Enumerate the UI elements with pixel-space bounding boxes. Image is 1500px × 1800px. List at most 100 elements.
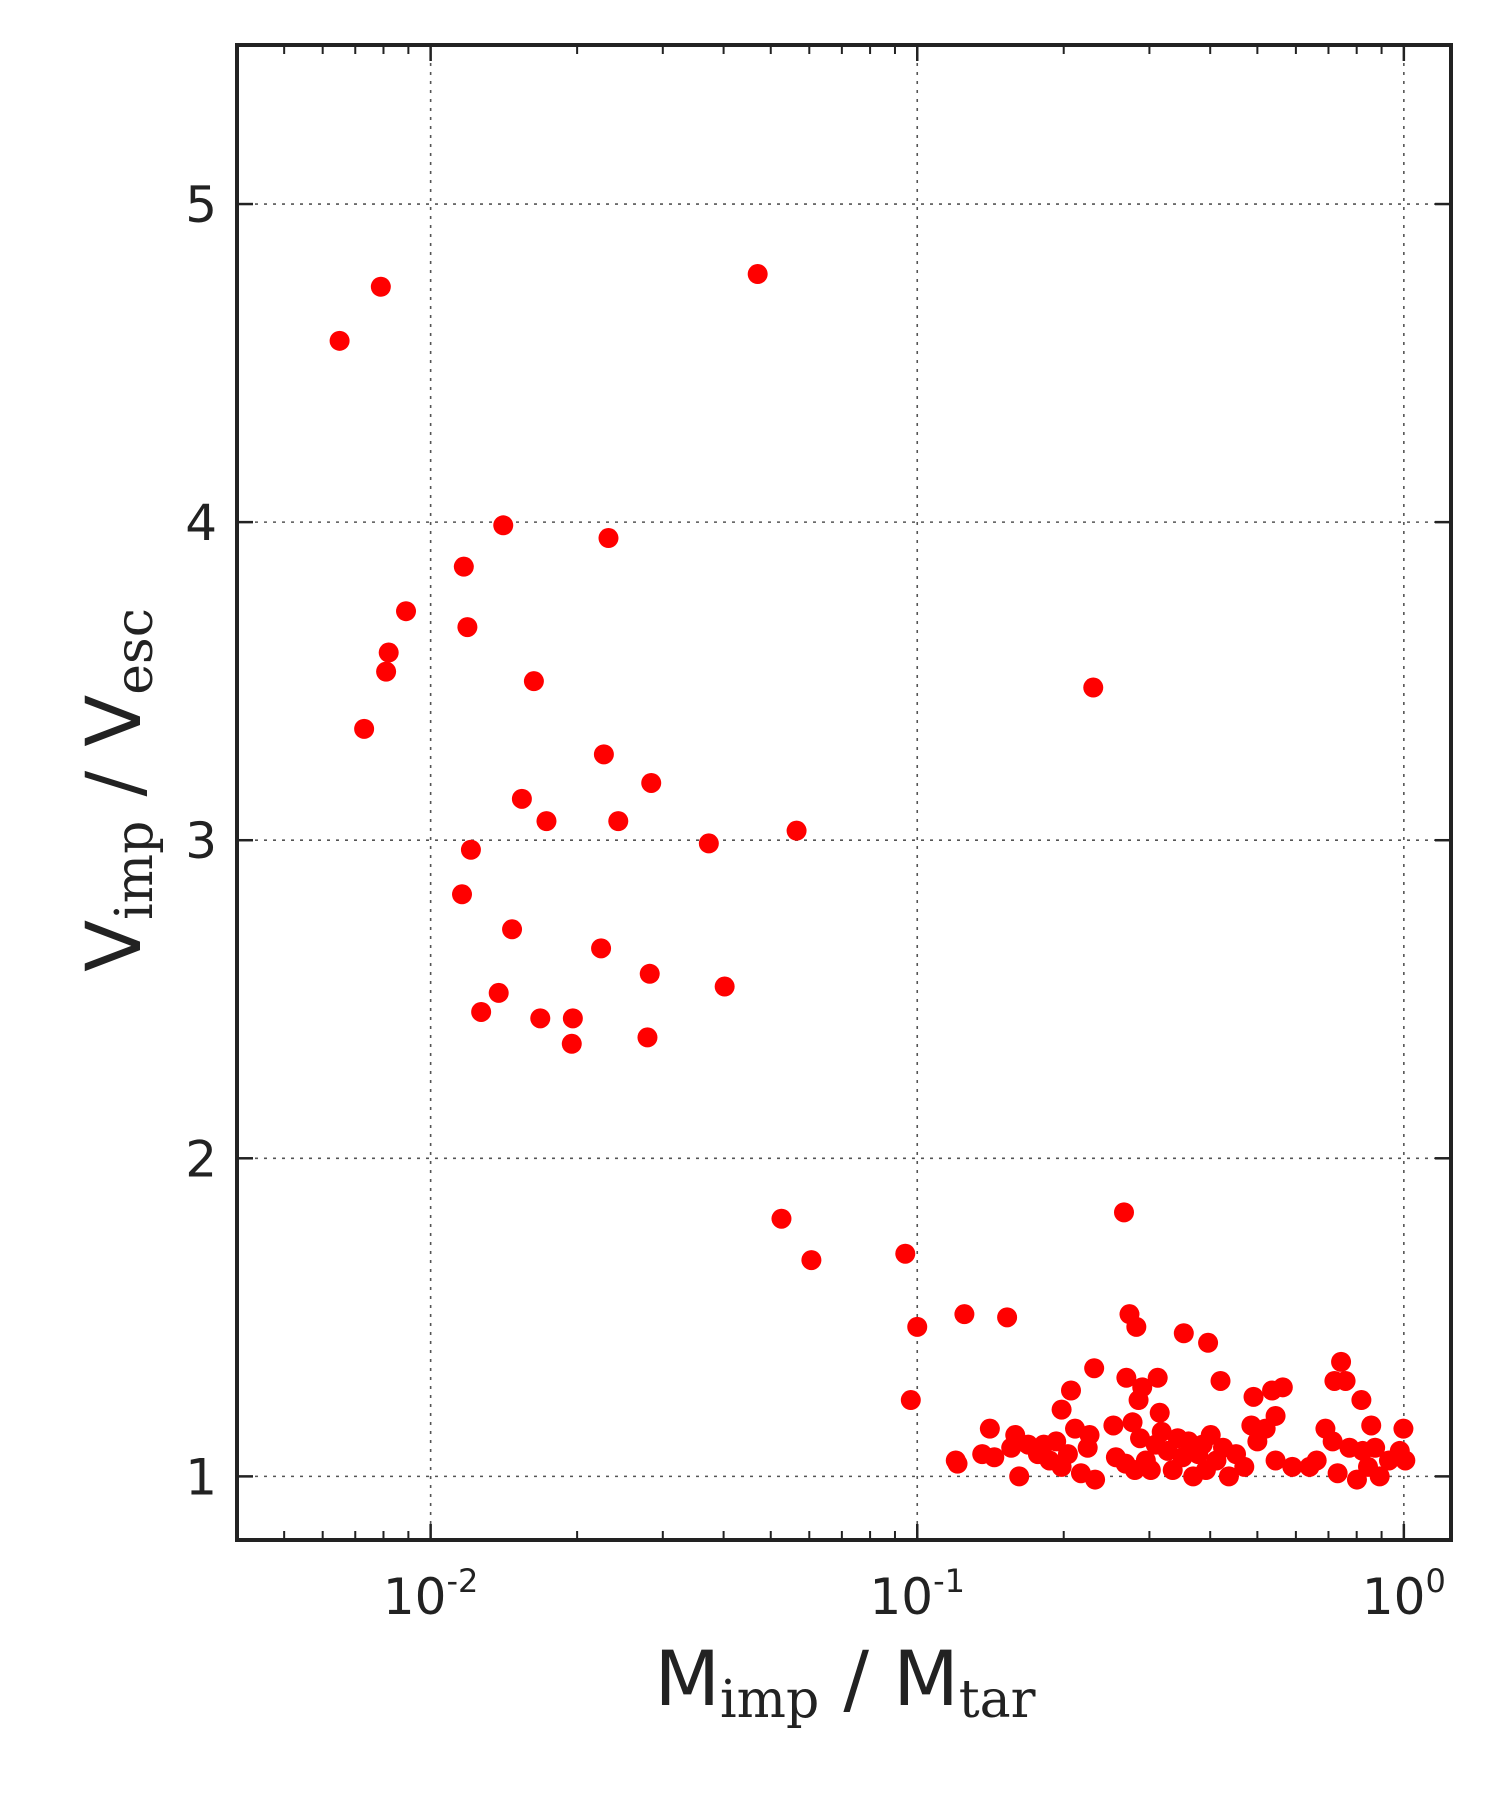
data-point <box>1151 1421 1172 1442</box>
data-point <box>488 982 509 1003</box>
data-point <box>1234 1456 1255 1477</box>
data-point <box>641 772 662 793</box>
data-point <box>511 788 532 809</box>
data-point <box>1009 1466 1030 1487</box>
data-point <box>1128 1390 1149 1411</box>
data-point <box>460 839 481 860</box>
data-point <box>984 1447 1005 1468</box>
data-point <box>591 938 612 959</box>
data-point <box>502 919 523 940</box>
data-point <box>1306 1450 1327 1471</box>
data-point <box>536 811 557 832</box>
data-point <box>598 528 619 549</box>
data-point <box>1395 1450 1416 1471</box>
data-point <box>1051 1399 1072 1420</box>
data-point <box>1327 1463 1348 1484</box>
data-point <box>1084 1358 1105 1379</box>
minor-ticks <box>283 45 1383 1540</box>
data-point <box>1351 1390 1372 1411</box>
x-tick-label: 10-1 <box>869 1562 965 1626</box>
data-point <box>1282 1456 1303 1477</box>
y-tick-label: 2 <box>185 1130 217 1188</box>
data-point <box>1147 1367 1168 1388</box>
data-point <box>1265 1450 1286 1471</box>
data-point <box>1046 1431 1067 1452</box>
plot-frame <box>235 43 1453 1542</box>
x-tick-label: 100 <box>1362 1562 1446 1626</box>
data-point <box>1057 1444 1078 1465</box>
data-point <box>1200 1425 1221 1446</box>
data-point <box>1130 1428 1151 1449</box>
x-tick-labels: 10-2 10-1 100 <box>383 1562 1446 1626</box>
data-point <box>895 1243 916 1264</box>
data-point <box>376 661 397 682</box>
data-point <box>1060 1380 1081 1401</box>
x-tick-label: 10-2 <box>383 1562 479 1626</box>
data-point <box>1218 1466 1239 1487</box>
data-point <box>354 718 375 739</box>
data-points <box>329 264 1416 1490</box>
data-point <box>1113 1202 1134 1223</box>
data-point <box>997 1307 1018 1328</box>
data-point <box>1079 1425 1100 1446</box>
major-ticks <box>237 45 1451 1540</box>
data-point <box>608 811 629 832</box>
data-point <box>786 820 807 841</box>
x-axis-label: Mimp / Mtar <box>654 1634 1035 1730</box>
data-point <box>1085 1469 1106 1490</box>
data-point <box>1140 1460 1161 1481</box>
data-point <box>1116 1367 1137 1388</box>
data-point <box>593 744 614 765</box>
y-tick-label: 5 <box>185 176 217 234</box>
data-point <box>954 1304 975 1325</box>
data-point <box>1173 1323 1194 1344</box>
data-point <box>530 1008 551 1029</box>
data-point <box>1369 1466 1390 1487</box>
data-point <box>900 1390 921 1411</box>
data-point <box>457 617 478 638</box>
data-point <box>1322 1431 1343 1452</box>
data-point <box>471 1001 492 1022</box>
data-point <box>329 330 350 351</box>
data-point <box>639 963 660 984</box>
data-point <box>562 1008 583 1029</box>
data-point <box>1243 1386 1264 1407</box>
data-point <box>370 276 391 297</box>
data-point <box>561 1033 582 1054</box>
data-point <box>1272 1377 1293 1398</box>
data-point <box>1149 1402 1170 1423</box>
data-point <box>1083 677 1104 698</box>
y-tick-label: 4 <box>185 494 217 552</box>
data-point <box>714 976 735 997</box>
data-point <box>1172 1447 1193 1468</box>
data-point <box>771 1208 792 1229</box>
data-point <box>493 515 514 536</box>
data-point <box>1335 1370 1356 1391</box>
data-point <box>1331 1351 1352 1372</box>
data-point <box>1198 1332 1219 1353</box>
y-tick-labels: 1 2 3 4 5 <box>185 176 217 1506</box>
data-point <box>1103 1415 1124 1436</box>
y-tick-label: 1 <box>185 1448 217 1506</box>
data-point <box>947 1453 968 1474</box>
data-point <box>523 671 544 692</box>
data-point <box>698 833 719 854</box>
data-point <box>396 601 417 622</box>
data-point <box>979 1418 1000 1439</box>
data-point <box>453 556 474 577</box>
data-point <box>452 884 473 905</box>
data-point <box>1361 1415 1382 1436</box>
data-point <box>1122 1412 1143 1433</box>
y-tick-label: 3 <box>185 812 217 870</box>
y-axis-label: Vimp / Vesc <box>69 608 165 972</box>
data-point <box>801 1250 822 1271</box>
grid-lines <box>237 45 1451 1540</box>
data-point <box>747 264 768 285</box>
data-point <box>378 642 399 663</box>
data-point <box>1126 1316 1147 1337</box>
data-point <box>1365 1437 1386 1458</box>
data-point <box>1393 1418 1414 1439</box>
data-point <box>637 1027 658 1048</box>
data-point <box>1210 1370 1231 1391</box>
